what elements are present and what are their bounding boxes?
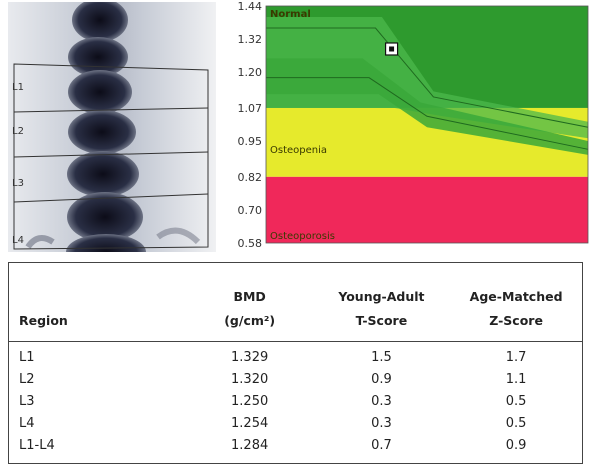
y-tick-label: 1.32 [238, 33, 263, 46]
y-tick-label: 0.82 [238, 171, 263, 184]
y-tick-label: 1.44 [238, 0, 263, 13]
header-z-score: Age-Matched Z-Score [450, 263, 582, 342]
table-row: L1-L4 1.284 0.7 0.9 [9, 434, 582, 456]
cell-t-score: 0.9 [371, 371, 392, 387]
cell-z-score: 1.1 [505, 371, 527, 387]
plot-frame [265, 5, 589, 244]
header-t-score-line2: T-Score [355, 313, 408, 328]
cell-bmd: 1.329 [231, 349, 269, 365]
bmd-results-table: Region BMD (g/cm²) Young-Adult T-Score A… [8, 262, 583, 464]
cell-bmd: 1.320 [231, 371, 269, 387]
table-row: L2 1.320 0.9 1.1 [9, 368, 582, 390]
cell-region: L1-L4 [19, 437, 55, 453]
cell-t-score: 1.5 [371, 349, 392, 365]
y-tick-label: 1.20 [238, 66, 263, 79]
cell-t-score: 0.7 [371, 437, 392, 453]
cell-z-score: 0.9 [505, 437, 527, 453]
table-header-row: Region BMD (g/cm²) Young-Adult T-Score A… [9, 263, 582, 342]
reference-curve-upper [266, 27, 589, 128]
vertebra-label-l2: L2 [12, 126, 24, 137]
spine-scan-image: L1 L2 L3 L4 [8, 2, 216, 252]
table-row: L1 1.329 1.5 1.7 [9, 342, 582, 369]
y-tick-label: 0.95 [238, 135, 263, 148]
cell-bmd: 1.254 [231, 415, 269, 431]
reference-curve-lower [266, 77, 589, 150]
header-t-score-line1: Young-Adult [338, 289, 425, 304]
header-region: Region [9, 263, 187, 342]
reference-band-inner [266, 58, 588, 155]
cell-region: L1 [19, 349, 35, 365]
header-bmd-line1: BMD [233, 289, 266, 304]
y-tick-label: 0.70 [238, 204, 263, 217]
cell-region: L3 [19, 393, 35, 409]
patient-marker-center [389, 46, 395, 52]
vertebra-label-l4: L4 [12, 235, 24, 246]
header-z-score-line1: Age-Matched [469, 289, 563, 304]
zone-label-osteoporosis: Osteoporosis [270, 231, 335, 242]
region-boxes [13, 63, 209, 250]
vertebra-label-l1: L1 [12, 82, 24, 93]
reference-band-outer [266, 17, 588, 139]
cell-z-score: 0.5 [505, 415, 527, 431]
cell-bmd: 1.250 [231, 393, 269, 409]
header-bmd-line2: (g/cm²) [224, 313, 276, 328]
cell-t-score: 0.3 [371, 415, 392, 431]
bmd-reference-chart: 1.44 1.32 1.20 1.07 0.95 0.82 0.70 0.58 Normal Os… [226, 0, 591, 250]
cell-z-score: 1.7 [505, 349, 527, 365]
y-tick-label: 1.07 [238, 102, 263, 115]
cell-t-score: 0.3 [371, 393, 392, 409]
table-row: L4 1.254 0.3 0.5 [9, 412, 582, 434]
cell-region: L4 [19, 415, 35, 431]
cell-bmd: 1.284 [231, 437, 269, 453]
zone-band-osteoporosis [266, 176, 588, 243]
header-t-score: Young-Adult T-Score [312, 263, 451, 342]
table-row: L3 1.250 0.3 0.5 [9, 390, 582, 412]
header-region-label: Region [19, 313, 68, 328]
bmd-chart-svg: 1.44 1.32 1.20 1.07 0.95 0.82 0.70 0.58 Normal Os… [238, 0, 589, 250]
y-tick-label: 0.58 [238, 237, 263, 250]
zone-label-normal: Normal [270, 9, 311, 20]
vertebra-label-l3: L3 [12, 178, 24, 189]
vertebral-column [25, 2, 201, 252]
header-z-score-line2: Z-Score [489, 313, 543, 328]
zone-label-osteopenia: Osteopenia [270, 145, 327, 156]
cell-region: L2 [19, 371, 35, 387]
cell-z-score: 0.5 [505, 393, 527, 409]
header-bmd: BMD (g/cm²) [186, 263, 313, 342]
